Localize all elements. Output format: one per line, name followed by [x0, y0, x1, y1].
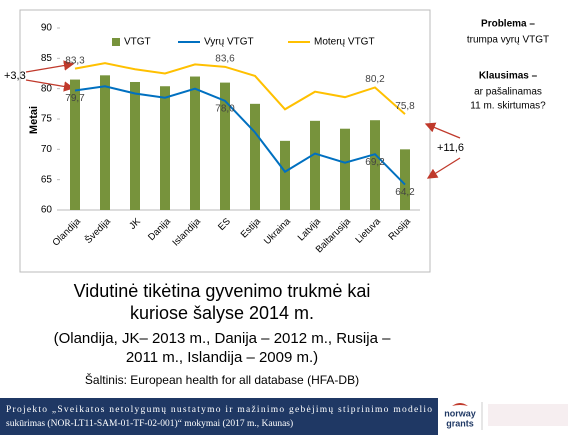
- caption: Vidutinė tikėtina gyvenimo trukmė kai ku…: [54, 281, 391, 387]
- caption-source: Šaltinis: European health for all databa…: [85, 372, 359, 387]
- caption-title: Vidutinė tikėtina gyvenimo trukmė kai: [74, 281, 371, 301]
- annotation: +3,3: [4, 70, 26, 82]
- bar: [250, 103, 260, 210]
- y-axis-label: Metai: [28, 106, 40, 134]
- legend-label: VTGT: [124, 37, 151, 48]
- legend-label: Moterų VTGT: [314, 37, 375, 48]
- footer-bar: [0, 398, 438, 435]
- logo-text: grants: [446, 418, 474, 428]
- arrow: [424, 122, 461, 139]
- note-title: Klausimas –: [479, 71, 538, 82]
- bar: [280, 140, 290, 210]
- y-tick-label: 85: [41, 53, 53, 64]
- legend-swatch: [112, 38, 120, 46]
- note-text: trumpa vyrų VTGT: [467, 35, 549, 46]
- y-tick-label: 70: [41, 144, 53, 155]
- bar: [310, 120, 320, 210]
- y-tick-label: 65: [41, 174, 53, 185]
- bar: [160, 86, 170, 210]
- data-label: 80,2: [365, 74, 385, 85]
- bar: [220, 82, 230, 210]
- logo-text: norway: [444, 408, 476, 418]
- caption-title: kuriose šalyse 2014 m.: [130, 303, 314, 323]
- annotations: +3,3 +11,6: [4, 60, 464, 179]
- data-label: 79,7: [65, 93, 85, 104]
- line: [74, 62, 406, 115]
- side-notes: Problema – trumpa vyrų VTGT Klausimas – …: [467, 19, 549, 112]
- logo-partner: [488, 404, 568, 426]
- note-text: 11 m. skirtumas?: [470, 101, 546, 112]
- data-label: 83,3: [65, 55, 85, 66]
- arrow: [426, 157, 461, 179]
- annotation: +11,6: [437, 142, 464, 154]
- bar: [190, 76, 200, 211]
- logo: norway grants: [444, 402, 568, 430]
- data-label: 69,2: [365, 157, 385, 168]
- arrow: [25, 79, 75, 92]
- note-title: Problema –: [481, 19, 535, 30]
- bar: [400, 149, 410, 210]
- bar: [70, 79, 80, 210]
- data-label: 75,8: [395, 101, 415, 112]
- caption-subtitle: (Olandija, JK– 2013 m., Danija – 2012 m.…: [54, 330, 391, 347]
- y-tick-label: 60: [41, 205, 53, 216]
- bar: [100, 75, 110, 210]
- legend-label: Vyrų VTGT: [204, 37, 254, 48]
- data-label: 83,6: [215, 53, 235, 64]
- footer-text: Projekto „Sveikatos netolygumų nustatymo…: [6, 405, 432, 415]
- bar: [340, 128, 350, 210]
- footer-text: sukūrimas (NOR-LT11-SAM-01-TF-02-001)“ m…: [6, 418, 293, 429]
- bar: [130, 81, 140, 210]
- line: [74, 85, 406, 186]
- y-tick-label: 80: [41, 83, 53, 94]
- caption-subtitle: 2011 m., Islandija – 2009 m.): [126, 349, 318, 366]
- bar: [370, 120, 380, 210]
- y-tick-label: 75: [41, 114, 53, 125]
- data-label: 78,0: [215, 103, 235, 114]
- logo-icon: [452, 403, 468, 406]
- arrow: [25, 60, 75, 73]
- y-tick-label: 90: [41, 23, 53, 34]
- data-label: 64,2: [395, 187, 415, 198]
- note-text: ar pašalinamas: [474, 87, 542, 98]
